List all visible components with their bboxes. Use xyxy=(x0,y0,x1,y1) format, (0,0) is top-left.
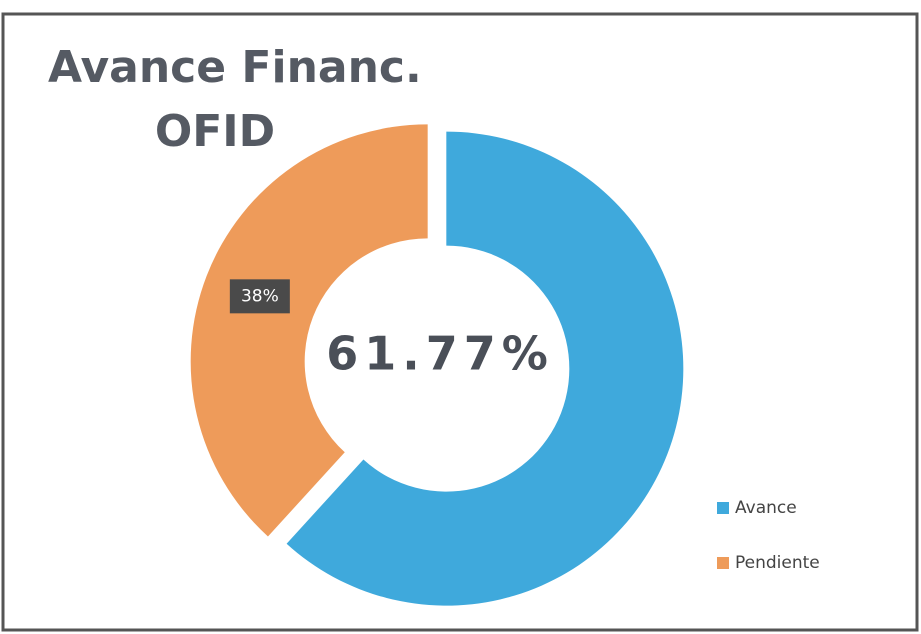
legend-label: Avance xyxy=(735,498,797,518)
legend-swatch xyxy=(717,502,729,514)
label-box xyxy=(229,279,290,314)
slice-label: 38% xyxy=(241,286,279,306)
donut-slice xyxy=(286,131,684,606)
legend-label: Pendiente xyxy=(735,553,820,573)
legend-swatch xyxy=(717,557,729,569)
chart-subtitle: OFID xyxy=(155,106,275,157)
chart-title: Avance Financ. xyxy=(48,42,422,93)
center-label: 61.77% xyxy=(326,327,554,381)
donut-slice xyxy=(190,124,428,537)
